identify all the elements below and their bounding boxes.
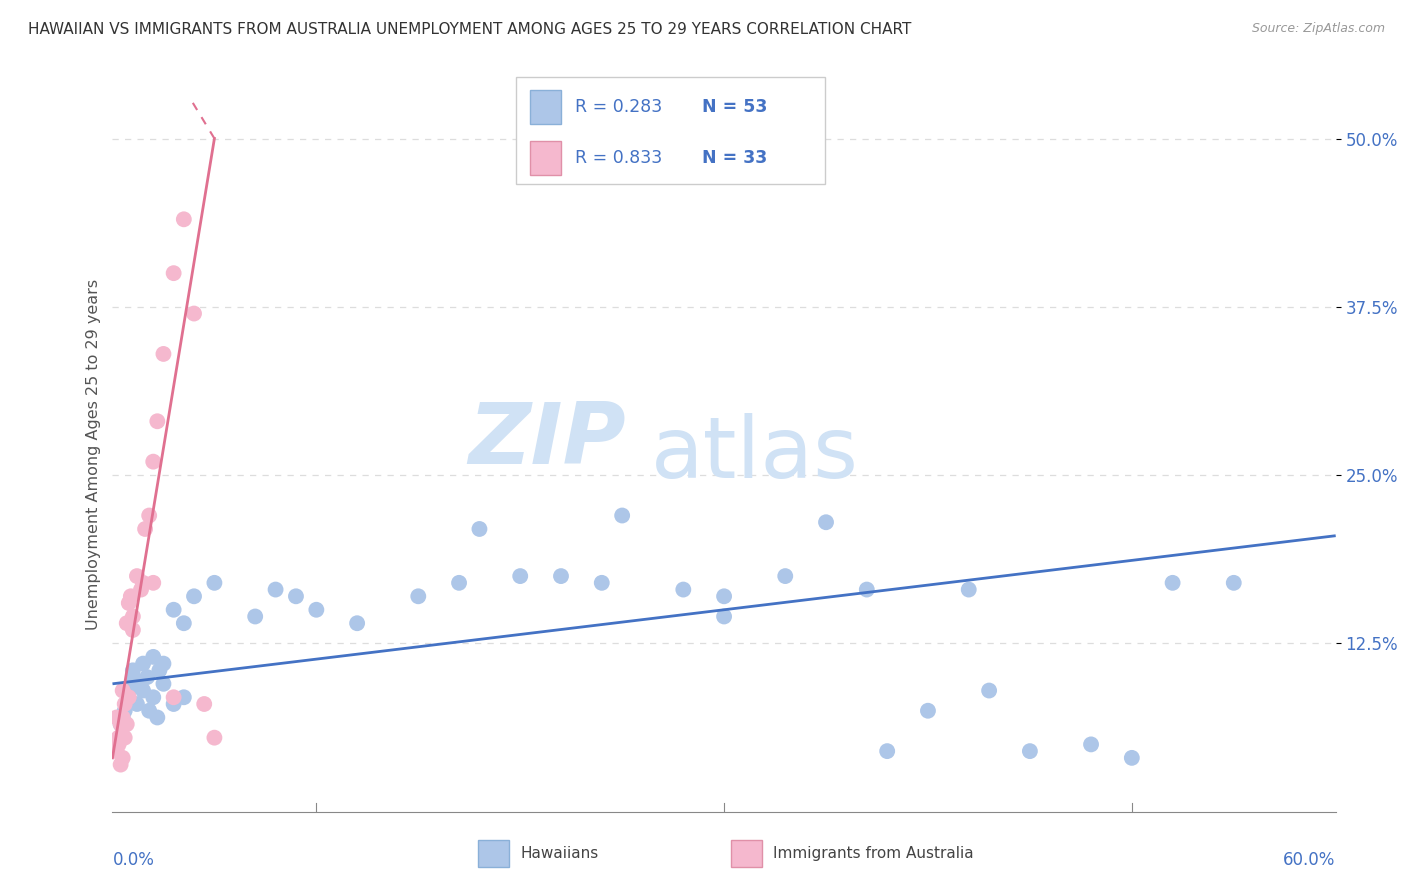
- Point: [120, 589, 142, 603]
- Point: [125, 569, 148, 583]
- Point: [142, 690, 165, 705]
- Text: Source: ZipAtlas.com: Source: ZipAtlas.com: [1251, 22, 1385, 36]
- Point: [163, 690, 186, 705]
- Point: [114, 704, 136, 718]
- Point: [105, 744, 128, 758]
- Text: N = 53: N = 53: [702, 98, 768, 116]
- Point: [111, 710, 134, 724]
- Point: [114, 731, 136, 745]
- Point: [979, 683, 1001, 698]
- Point: [346, 616, 368, 631]
- Point: [111, 683, 134, 698]
- Point: [1018, 744, 1040, 758]
- Point: [1080, 738, 1102, 752]
- Point: [142, 649, 165, 664]
- Point: [132, 575, 155, 590]
- Point: [107, 710, 129, 724]
- Point: [118, 596, 141, 610]
- Point: [111, 751, 134, 765]
- Point: [163, 697, 186, 711]
- Point: [204, 575, 226, 590]
- Point: [115, 717, 138, 731]
- Point: [107, 738, 129, 752]
- Point: [610, 508, 633, 523]
- Text: N = 33: N = 33: [702, 149, 768, 167]
- Point: [142, 455, 165, 469]
- Text: 60.0%: 60.0%: [1284, 851, 1336, 869]
- Point: [110, 717, 132, 731]
- Point: [107, 731, 129, 745]
- Y-axis label: Unemployment Among Ages 25 to 29 years: Unemployment Among Ages 25 to 29 years: [86, 279, 101, 631]
- Point: [264, 582, 287, 597]
- Point: [855, 582, 877, 597]
- Point: [115, 697, 138, 711]
- Point: [193, 697, 215, 711]
- Point: [138, 704, 160, 718]
- Point: [245, 609, 267, 624]
- Point: [773, 569, 796, 583]
- Text: atlas: atlas: [651, 413, 859, 497]
- Point: [152, 657, 174, 671]
- Point: [591, 575, 613, 590]
- Point: [148, 664, 170, 678]
- Point: [105, 710, 128, 724]
- Point: [509, 569, 531, 583]
- Point: [146, 710, 169, 724]
- Point: [173, 212, 195, 227]
- Point: [132, 657, 155, 671]
- Point: [146, 414, 169, 428]
- Point: [134, 522, 156, 536]
- Point: [1121, 751, 1143, 765]
- Point: [1161, 575, 1184, 590]
- Point: [957, 582, 980, 597]
- Point: [152, 347, 174, 361]
- Point: [173, 690, 195, 705]
- Point: [305, 603, 328, 617]
- Text: R = 0.283: R = 0.283: [575, 98, 662, 116]
- Point: [115, 616, 138, 631]
- Point: [110, 757, 132, 772]
- Point: [163, 603, 186, 617]
- Point: [136, 670, 159, 684]
- Point: [111, 710, 134, 724]
- Point: [142, 575, 165, 590]
- Point: [183, 307, 205, 321]
- Text: Hawaiians: Hawaiians: [520, 846, 599, 861]
- Point: [122, 609, 145, 624]
- Point: [122, 623, 145, 637]
- Point: [917, 704, 939, 718]
- Point: [876, 744, 898, 758]
- Point: [713, 609, 735, 624]
- Point: [152, 677, 174, 691]
- Point: [284, 589, 308, 603]
- Point: [1223, 575, 1246, 590]
- Point: [132, 683, 155, 698]
- Text: ZIP: ZIP: [468, 399, 626, 483]
- Text: HAWAIIAN VS IMMIGRANTS FROM AUSTRALIA UNEMPLOYMENT AMONG AGES 25 TO 29 YEARS COR: HAWAIIAN VS IMMIGRANTS FROM AUSTRALIA UN…: [28, 22, 911, 37]
- Point: [183, 589, 205, 603]
- Point: [468, 522, 491, 536]
- Point: [672, 582, 695, 597]
- Point: [815, 515, 838, 529]
- Text: R = 0.833: R = 0.833: [575, 149, 662, 167]
- Point: [122, 664, 145, 678]
- Point: [114, 697, 136, 711]
- Point: [713, 589, 735, 603]
- Point: [125, 697, 148, 711]
- Point: [163, 266, 186, 280]
- Point: [118, 683, 141, 698]
- Point: [110, 717, 132, 731]
- Point: [128, 677, 150, 691]
- Point: [173, 616, 195, 631]
- Point: [138, 508, 160, 523]
- Point: [129, 582, 152, 597]
- Point: [447, 575, 470, 590]
- Point: [550, 569, 572, 583]
- Point: [118, 690, 141, 705]
- Text: Immigrants from Australia: Immigrants from Australia: [773, 846, 974, 861]
- Point: [408, 589, 430, 603]
- Point: [122, 670, 145, 684]
- Point: [204, 731, 226, 745]
- Text: 0.0%: 0.0%: [112, 851, 155, 869]
